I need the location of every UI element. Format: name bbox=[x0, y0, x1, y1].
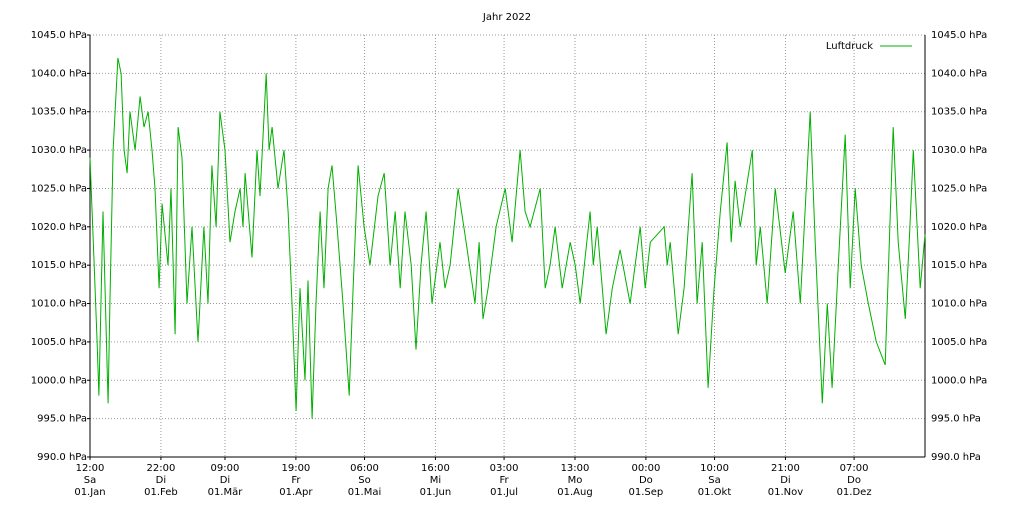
x-tick-label: Di bbox=[156, 475, 166, 486]
y-tick-label: 1040.0 hPa bbox=[31, 68, 87, 79]
x-tick-label: Do bbox=[639, 475, 653, 486]
x-tick-label: 21:00 bbox=[771, 463, 800, 474]
data-line bbox=[89, 57, 926, 419]
y2-tick-label: 1005.0 hPa bbox=[931, 337, 987, 348]
x-tick-label: 01.Jul bbox=[490, 487, 518, 498]
x-tick-label: Do bbox=[847, 475, 861, 486]
x-tick-label: 06:00 bbox=[350, 463, 379, 474]
y2-tick-label: 1000.0 hPa bbox=[931, 375, 987, 386]
y2-tick-label: 995.0 hPa bbox=[931, 414, 981, 425]
y-tick-label: 1025.0 hPa bbox=[31, 183, 87, 194]
y2-tick-label: 1015.0 hPa bbox=[931, 260, 987, 271]
y2-tick-label: 1010.0 hPa bbox=[931, 299, 987, 310]
x-tick-label: 01.Sep bbox=[629, 487, 664, 498]
y-tick-label: 1035.0 hPa bbox=[31, 107, 87, 118]
x-tick-label: 01.Nov bbox=[768, 487, 804, 498]
y2-tick-label: 1020.0 hPa bbox=[931, 222, 987, 233]
x-tick-label: Mo bbox=[568, 475, 583, 486]
x-tick-label: 01.Dez bbox=[837, 487, 872, 498]
x-tick-label: Di bbox=[220, 475, 230, 486]
x-tick-label: 13:00 bbox=[561, 463, 590, 474]
x-tick-label: Di bbox=[780, 475, 790, 486]
y-tick-label: 1015.0 hPa bbox=[31, 260, 87, 271]
y-tick-label: 990.0 hPa bbox=[37, 452, 87, 463]
y-tick-label: 995.0 hPa bbox=[37, 414, 87, 425]
x-tick-label: 00:00 bbox=[631, 463, 660, 474]
x-tick-label: Mi bbox=[430, 475, 441, 486]
y2-tick-label: 1035.0 hPa bbox=[931, 107, 987, 118]
x-tick-label: 01.Jan bbox=[74, 487, 105, 498]
x-tick-label: 19:00 bbox=[281, 463, 310, 474]
x-tick-label: 22:00 bbox=[147, 463, 176, 474]
y2-tick-label: 1030.0 hPa bbox=[931, 145, 987, 156]
x-tick-label: 01.Jun bbox=[420, 487, 452, 498]
y-tick-label: 1030.0 hPa bbox=[31, 145, 87, 156]
y2-tick-label: 990.0 hPa bbox=[931, 452, 981, 463]
x-tick-label: 01.Apr bbox=[279, 487, 313, 498]
x-tick-label: So bbox=[358, 475, 370, 486]
y-tick-label: 1045.0 hPa bbox=[31, 30, 87, 41]
chart-title: Jahr 2022 bbox=[482, 12, 531, 23]
grid bbox=[89, 34, 925, 458]
x-tick-label: 09:00 bbox=[211, 463, 240, 474]
x-tick-label: 12:00 bbox=[76, 463, 105, 474]
x-tick-label: 01.Feb bbox=[144, 487, 178, 498]
y2-tick-label: 1025.0 hPa bbox=[931, 183, 987, 194]
x-tick-label: 10:00 bbox=[700, 463, 729, 474]
x-tick-label: 01.Aug bbox=[557, 487, 592, 498]
x-tick-label: 03:00 bbox=[490, 463, 519, 474]
x-tick-label: Sa bbox=[84, 475, 96, 486]
x-tick-label: Sa bbox=[708, 475, 720, 486]
y-tick-label: 1010.0 hPa bbox=[31, 299, 87, 310]
x-tick-label: 01.Mai bbox=[348, 487, 381, 498]
y-tick-label: 1005.0 hPa bbox=[31, 337, 87, 348]
y-tick-label: 1000.0 hPa bbox=[31, 375, 87, 386]
y2-tick-label: 1045.0 hPa bbox=[931, 30, 987, 41]
x-tick-label: Fr bbox=[291, 475, 301, 486]
x-tick-label: 01.Okt bbox=[698, 487, 732, 498]
x-tick-label: 01.Mär bbox=[208, 487, 244, 498]
y2-tick-label: 1040.0 hPa bbox=[931, 68, 987, 79]
x-tick-label: 16:00 bbox=[421, 463, 450, 474]
y-tick-label: 1020.0 hPa bbox=[31, 222, 87, 233]
legend-label: Luftdruck bbox=[826, 41, 873, 52]
x-tick-label: 07:00 bbox=[840, 463, 869, 474]
x-tick-label: Fr bbox=[499, 475, 509, 486]
